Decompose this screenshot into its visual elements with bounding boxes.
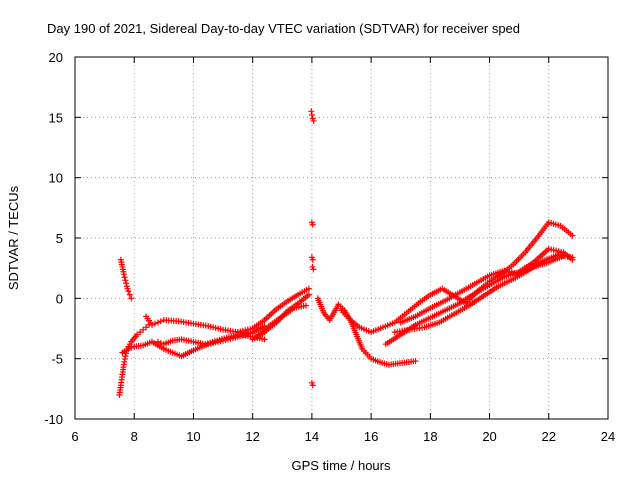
data-point xyxy=(309,221,316,228)
data-point xyxy=(151,320,158,327)
data-point xyxy=(122,277,129,284)
grid-layer xyxy=(75,57,608,419)
x-tick-label: 14 xyxy=(305,429,319,444)
y-tick-label: -5 xyxy=(51,352,63,367)
chart-title: Day 190 of 2021, Sidereal Day-to-day VTE… xyxy=(47,21,520,36)
data-point xyxy=(560,253,567,260)
data-point xyxy=(120,271,127,278)
data-point xyxy=(569,232,576,239)
y-tick-label: 0 xyxy=(56,291,63,306)
data-point xyxy=(154,319,161,326)
y-tick-label: -10 xyxy=(44,412,63,427)
points-layer xyxy=(116,108,576,398)
x-tick-label: 16 xyxy=(364,429,378,444)
data-point xyxy=(309,382,316,389)
plot-frame xyxy=(74,56,609,420)
x-tick-label: 8 xyxy=(131,429,138,444)
y-tick-label: 5 xyxy=(56,231,63,246)
data-point xyxy=(261,336,268,343)
data-point xyxy=(126,291,133,298)
data-point xyxy=(305,291,312,298)
data-point xyxy=(123,280,130,287)
data-point xyxy=(128,295,135,302)
y-tick-label: 20 xyxy=(49,50,63,65)
data-point xyxy=(309,256,316,263)
x-tick-label: 6 xyxy=(71,429,78,444)
data-point xyxy=(412,358,419,365)
data-point xyxy=(157,339,164,346)
x-tick-label: 12 xyxy=(245,429,259,444)
data-point xyxy=(128,344,135,351)
data-point xyxy=(157,318,164,325)
x-tick-label: 22 xyxy=(542,429,556,444)
data-point xyxy=(310,266,317,273)
x-tick-label: 20 xyxy=(482,429,496,444)
y-tick-label: 10 xyxy=(49,171,63,186)
x-axis-label: GPS time / hours xyxy=(292,458,391,473)
x-tick-label: 18 xyxy=(423,429,437,444)
data-point xyxy=(302,302,309,309)
y-tick-label: 15 xyxy=(49,110,63,125)
data-point xyxy=(154,338,161,345)
y-axis-label: SDTVAR / TECUs xyxy=(6,185,21,290)
data-point xyxy=(569,254,576,261)
data-point xyxy=(121,274,128,281)
data-point xyxy=(305,285,312,292)
x-tick-label: 10 xyxy=(186,429,200,444)
x-tick-label: 24 xyxy=(601,429,615,444)
data-point xyxy=(122,353,129,360)
data-point xyxy=(308,111,315,118)
tick-layer: 6 8 10 12 14 16 18 20 22 24 -10 -5 0 5 10 15 20 xyxy=(44,50,615,444)
data-point xyxy=(125,288,132,295)
data-point xyxy=(310,117,317,124)
data-point xyxy=(148,321,155,328)
data-point xyxy=(125,346,132,353)
